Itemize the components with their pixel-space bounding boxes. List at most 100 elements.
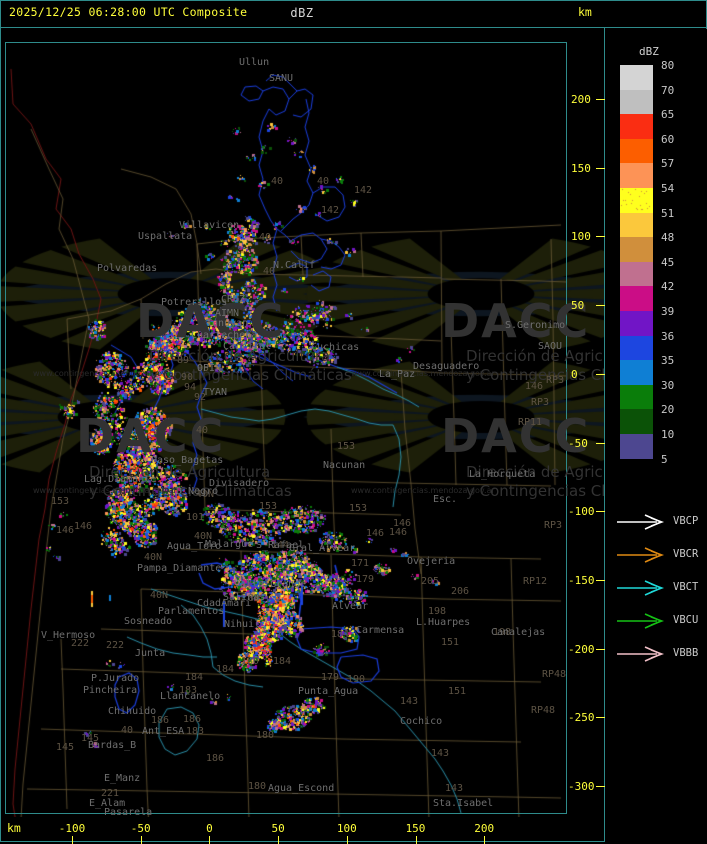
track-legend-row-VBCT: VBCT <box>615 577 707 599</box>
dbz-swatch-36 <box>620 336 653 361</box>
place-label: CdadAmari <box>197 598 251 609</box>
y-axis-tick-neg250: -250 <box>568 711 595 724</box>
window-top-border <box>0 0 707 1</box>
y-axis-tick-neg300: -300 <box>568 780 595 793</box>
road-label: 184 <box>216 664 234 675</box>
place-label: Cuartechena <box>191 330 257 341</box>
road-label: 143 <box>431 748 449 759</box>
y-axis-tickmark <box>596 236 605 237</box>
place-label: Agua_Escond <box>268 783 334 794</box>
y-axis-tick-100: 100 <box>571 230 591 243</box>
place-label: Junta <box>135 648 165 659</box>
road-label: 145 <box>56 742 74 753</box>
dbz-swatch-39 <box>620 311 653 336</box>
place-label: S_Rafael <box>256 540 304 551</box>
dbz-scale-label-48: 48 <box>661 231 674 244</box>
place-label: Pasarela <box>104 807 152 817</box>
y-axis-tickmark <box>596 649 605 650</box>
radar-map-panel[interactable]: DACC DACC DACC DACC Dirección de Agricul… <box>1 29 604 817</box>
place-label: Carrizal <box>223 341 271 352</box>
place-label: Ovejeria <box>407 556 455 567</box>
track-legend-label: VBCR <box>673 548 698 560</box>
dbz-scale-label-39: 39 <box>661 305 674 318</box>
track-legend-row-VBCU: VBCU <box>615 610 707 632</box>
place-label: Bardas_B <box>88 740 136 751</box>
place-label: Paso_Bagetas <box>151 455 223 466</box>
road-label: RP3 <box>546 375 564 386</box>
y-axis-tickmark <box>596 511 605 512</box>
x-axis-unit-label: km <box>7 821 21 835</box>
arrow-icon-VBBB <box>615 643 667 665</box>
place-label: Nacunan <box>323 460 365 471</box>
arrow-icon-VBCU <box>615 610 667 632</box>
track-legend-label: VBCU <box>673 614 698 626</box>
road-label: 101 <box>186 512 204 523</box>
road-label: 151 <box>448 686 466 697</box>
place-label: Canalejas <box>491 627 545 638</box>
dbz-swatch-texture <box>620 188 653 213</box>
place-label: Pampa_Diamante <box>137 563 221 574</box>
place-label: Sosneado <box>124 616 172 627</box>
dbz-scale-label-30: 30 <box>661 379 674 392</box>
road-label: RP3 <box>531 397 549 408</box>
road-label: 143 <box>445 783 463 794</box>
x-axis-tickmark <box>72 836 73 844</box>
y-axis-tick-neg50: -50 <box>568 437 588 450</box>
dbz-scale-label-80: 80 <box>661 59 674 72</box>
place-label: Cochico <box>400 716 442 727</box>
arrow-icon-VBCT <box>615 577 667 599</box>
y-axis-tick-neg200: -200 <box>568 643 595 656</box>
place-label: S.Geronimo <box>505 320 565 331</box>
arrow-icon-VBCR <box>615 544 667 566</box>
y-axis-tick-neg100: -100 <box>568 505 595 518</box>
track-legend-row-VBCP: VBCP <box>615 511 707 533</box>
road-label: RP48 <box>531 705 555 716</box>
dbz-scale-label-10: 10 <box>661 428 674 441</box>
road-label: 186 <box>183 714 201 725</box>
road-label: 40 <box>317 176 329 187</box>
dbz-swatch-80 <box>620 65 653 90</box>
road-label: 153 <box>259 501 277 512</box>
dbz-swatch-35 <box>620 360 653 385</box>
dbz-swatch-48 <box>620 237 653 262</box>
place-label: Tunuyan <box>206 318 248 329</box>
road-label: 146 <box>74 521 92 532</box>
road-label: 184 <box>273 656 291 667</box>
dbz-scale-label-70: 70 <box>661 84 674 97</box>
dbz-scale-label-51: 51 <box>661 207 674 220</box>
road-label: 222 <box>106 640 124 651</box>
road-label: 146 <box>525 381 543 392</box>
track-legend-row-VBCR: VBCR <box>615 544 707 566</box>
place-label: Villavicen <box>179 220 239 231</box>
y-axis-tickmark <box>596 168 605 169</box>
x-axis-tickmark <box>278 836 279 844</box>
road-label: 40 <box>271 176 283 187</box>
road-label: 153 <box>349 503 367 514</box>
y-axis-tick-neg150: -150 <box>568 574 595 587</box>
x-axis-tickmark <box>141 836 142 844</box>
y-axis-unit-label: km <box>578 5 592 19</box>
road-label: 142 <box>354 185 372 196</box>
dbz-scale-label-57: 57 <box>661 157 674 170</box>
y-axis-tickmark <box>596 443 605 444</box>
arrow-icon-VBCP <box>615 511 667 533</box>
place-label: Ullun <box>239 57 269 68</box>
place-label: V_Hermoso <box>41 630 95 641</box>
dbz-swatch-51 <box>620 213 653 238</box>
road-label: 142 <box>321 205 339 216</box>
place-label: Carmensa <box>356 625 404 636</box>
place-label: Polvaredas <box>97 263 157 274</box>
road-label: 171 <box>351 558 369 569</box>
road-label: 153 <box>51 496 69 507</box>
place-label: Uspallata <box>138 231 192 242</box>
road-label: 205 <box>421 576 439 587</box>
road-label: 180 <box>256 730 274 741</box>
road-label: 180 <box>241 656 259 667</box>
place-label: Valle_Grande <box>234 579 306 590</box>
road-label: 146 <box>389 527 407 538</box>
road-label: 40 <box>196 425 208 436</box>
dbz-swatch-10 <box>620 434 653 459</box>
x-axis-tick-neg100: -100 <box>59 822 86 835</box>
dbz-scale-label-36: 36 <box>661 330 674 343</box>
x-axis-tick-150: 150 <box>406 822 426 835</box>
